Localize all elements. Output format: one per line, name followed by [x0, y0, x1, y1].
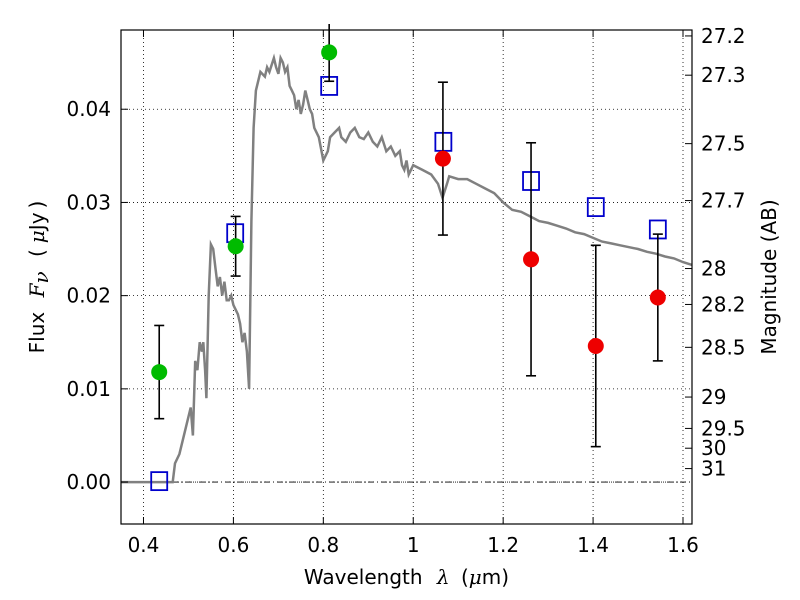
model-flux-square-marker: [586, 197, 605, 217]
y-tick-label: 0.04: [66, 97, 111, 121]
y-axis-label-unit-close: ): [25, 201, 49, 209]
observed-flux-green-point: [227, 238, 244, 255]
x-axis-label-prefix: Wavelength: [304, 565, 423, 589]
plot-layer: [121, 24, 692, 492]
model-flux-square-marker: [150, 471, 169, 492]
y2-tick-label: 29.5: [701, 416, 746, 440]
model-spectrum-line: [121, 53, 692, 484]
y-axis-label-unit-open: (: [25, 249, 49, 257]
observed-flux-red-point: [587, 337, 604, 354]
observed-flux-red-point: [434, 150, 451, 167]
tick-layer: 0.4 0.6 0.8 1 1.2 1.4 1.6 0.00 0.01 0.02 0.03 0.04 2…: [66, 24, 745, 557]
x-tick-label: 1.6: [667, 533, 699, 557]
y2-tick-label: 28: [701, 257, 726, 281]
y-tick-label: 0.02: [66, 284, 111, 308]
observed-flux-green-point: [321, 44, 338, 61]
y2-tick-label: 29: [701, 385, 726, 409]
y2-tick-label: 30: [701, 436, 726, 460]
x-axis-label-symbol: λ: [436, 565, 450, 589]
y2-tick-label: 28.2: [701, 292, 746, 316]
x-tick-label: 0.4: [128, 533, 160, 557]
x-axis-label-unit-rest: m): [482, 565, 509, 589]
y-axis-label-unit-rest: Jy: [25, 212, 49, 232]
y2-axis-label: Magnitude (AB): [757, 199, 781, 354]
plot-frame: [120, 29, 693, 525]
y-axis-label: Flux Fν ( μJy): [25, 201, 53, 354]
y-tick-label: 0.00: [66, 470, 111, 494]
x-tick-label: 0.8: [307, 533, 339, 557]
x-tick-label: 0.6: [217, 533, 249, 557]
observed-flux-red-point: [649, 289, 666, 306]
x-tick-label: 1.4: [577, 533, 609, 557]
x-axis-label: Wavelength λ (μm): [304, 565, 509, 589]
x-axis-label-unit-mu: μ: [469, 565, 482, 589]
x-tick-label: 1.2: [487, 533, 519, 557]
y-axis-label-prefix: Flux: [25, 312, 49, 354]
x-tick-label: 1: [407, 533, 420, 557]
observed-flux-red-point: [523, 251, 540, 268]
y-tick-label: 0.03: [66, 190, 111, 214]
y-tick-label: 0.01: [66, 377, 111, 401]
grid-layer: [121, 30, 692, 524]
y2-tick-label: 28.5: [701, 335, 746, 359]
y-axis-label-unit-mu: μ: [25, 230, 49, 243]
y2-tick-label: 27.7: [701, 189, 746, 213]
y2-tick-label: 31: [701, 457, 726, 481]
y-axis-label-sub: ν: [29, 271, 53, 283]
y2-tick-label: 27.3: [701, 63, 746, 87]
observed-flux-green-point: [151, 364, 168, 381]
x-axis-label-unit-open: (: [461, 565, 469, 589]
y-axis-label-symbol: F: [25, 282, 49, 298]
y2-tick-label: 27.2: [701, 24, 746, 48]
y2-tick-label: 27.5: [701, 132, 746, 156]
